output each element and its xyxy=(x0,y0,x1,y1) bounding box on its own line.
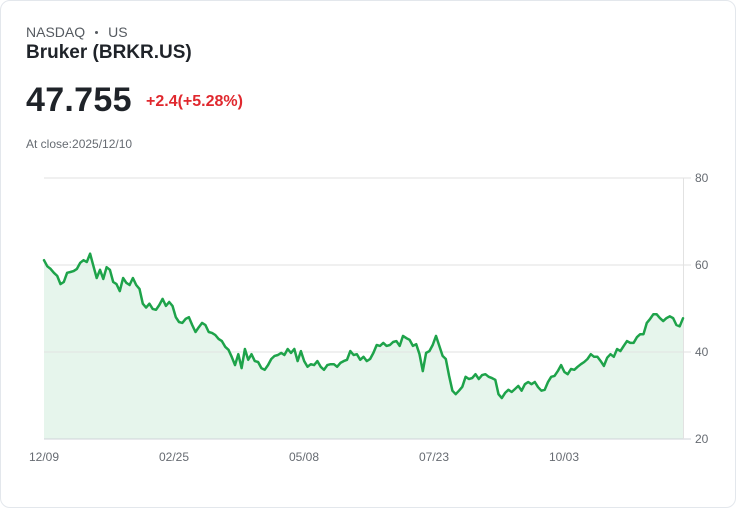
region-name: US xyxy=(108,24,128,40)
x-tick-label: 12/09 xyxy=(28,450,60,464)
y-tick-label: 60 xyxy=(695,258,709,272)
x-tick-label: 10/03 xyxy=(548,450,580,464)
y-tick-label: 40 xyxy=(695,345,709,359)
close-time: At close:2025/12/10 xyxy=(26,137,133,151)
exchange-label: NASDAQ US xyxy=(26,24,128,40)
y-tick-label: 80 xyxy=(695,171,709,185)
x-tick-label: 05/08 xyxy=(288,450,320,464)
separator-dot-icon xyxy=(95,30,99,34)
exchange-name: NASDAQ xyxy=(26,24,86,40)
x-tick-label: 07/23 xyxy=(418,450,450,464)
x-tick-label: 02/25 xyxy=(158,450,190,464)
price-area-fill xyxy=(44,253,683,439)
y-tick-label: 20 xyxy=(695,432,709,446)
stock-title: Bruker (BRKR.US) xyxy=(26,42,192,63)
price-change: +2.4(+5.28%) xyxy=(146,93,243,110)
price-line xyxy=(42,252,685,400)
current-price: 47.755 xyxy=(26,81,132,119)
